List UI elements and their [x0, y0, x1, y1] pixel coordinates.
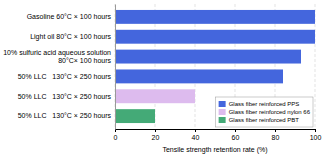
x-tick-label: 60: [232, 134, 240, 141]
x-tick: 40: [192, 129, 200, 141]
x-tick-mark: [155, 129, 156, 132]
y-axis: Gasoline 60°C × 100 hours Light oil 80°C …: [3, 5, 115, 130]
chart-container: 0 20 40 60 80 100 Gasoline 60°C × 100 hours Lig…: [0, 0, 324, 156]
bar: [115, 89, 195, 103]
x-tick-label: 80: [272, 134, 280, 141]
x-tick-label: 40: [192, 134, 200, 141]
x-tick: 60: [232, 129, 240, 141]
x-tick-label: 20: [152, 134, 160, 141]
y-tick: 10% sulfuric acid aqueous solution80°C× …: [3, 49, 115, 64]
bar: [115, 109, 155, 123]
x-tick-mark: [235, 129, 236, 132]
legend-label: Glass fiber reinforced nylon 66: [229, 109, 311, 115]
y-axis-line: [115, 5, 116, 130]
x-tick: 0: [114, 129, 118, 141]
x-tick-label: 100: [310, 134, 322, 141]
x-axis-title: Tensile strength retention rate (%): [162, 146, 267, 154]
x-tick-mark: [195, 129, 196, 132]
x-tick-mark: [315, 129, 316, 132]
legend-swatch: [219, 117, 226, 123]
bar: [115, 30, 315, 44]
bar: [115, 69, 283, 83]
x-tick-label: 0: [114, 134, 118, 141]
legend-frame: [216, 97, 313, 127]
y-tick-label: Light oil 80°C × 100 hours: [30, 33, 111, 41]
x-tick: 100: [310, 129, 322, 141]
x-tick: 20: [152, 129, 160, 141]
grid: [115, 4, 315, 129]
x-tick: 80: [272, 129, 280, 141]
y-tick-label: 50% LLC 130°C × 250 hours: [18, 73, 112, 80]
legend: Glass fiber reinforced PPS Glass fiber re…: [216, 97, 313, 127]
bar: [115, 50, 301, 64]
y-tick: 50% LLC 130°C × 250 hours: [18, 93, 115, 100]
bar: [115, 10, 315, 24]
grid-line: [115, 4, 116, 129]
bars: [115, 10, 315, 123]
x-axis: 0 20 40 60 80 100: [114, 129, 322, 141]
legend-swatch: [219, 101, 226, 107]
plot-area: 0 20 40 60 80 100 Gasoline 60°C × 100 hours Lig…: [3, 4, 321, 154]
y-tick: Light oil 80°C × 100 hours: [30, 33, 115, 41]
x-tick-mark: [275, 129, 276, 132]
y-tick: Gasoline 60°C × 100 hours: [27, 13, 115, 20]
y-tick-label: 10% sulfuric acid aqueous solution80°C× …: [3, 49, 111, 64]
y-tick-label: 50% LLC 130°C × 250 hours: [18, 112, 112, 119]
chart-svg: 0 20 40 60 80 100 Gasoline 60°C × 100 hours Lig…: [0, 0, 324, 156]
y-tick: 50% LLC 130°C × 250 hours: [18, 112, 115, 119]
legend-swatch: [219, 109, 226, 115]
y-tick-label: Gasoline 60°C × 100 hours: [27, 13, 112, 20]
x-axis-line: [116, 129, 316, 130]
y-tick: 50% LLC 130°C × 250 hours: [18, 73, 115, 80]
legend-label: Glass fiber reinforced PPS: [229, 101, 300, 107]
y-tick-label: 50% LLC 130°C × 250 hours: [18, 93, 112, 100]
legend-label: Glass fiber reinforced PBT: [229, 117, 300, 123]
